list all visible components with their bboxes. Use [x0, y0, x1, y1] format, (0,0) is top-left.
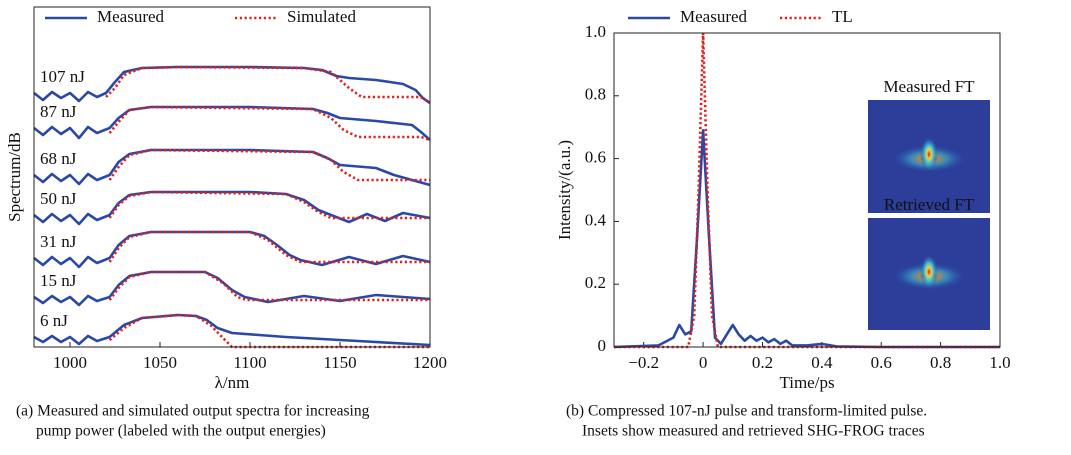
caption-line: Insets show measured and retrieved SHG-F… [582, 423, 925, 440]
x-tick-label: 1.0 [989, 353, 1010, 372]
plot-frame [613, 32, 1001, 348]
series-line [108, 105, 431, 142]
series-line [108, 148, 430, 182]
x-tick-label: 0.4 [811, 353, 833, 372]
trace-label: 6 nJ [40, 311, 68, 330]
inset-core [920, 136, 938, 173]
legend-label: Measured [97, 7, 165, 26]
series-line [33, 65, 431, 105]
y-axis-label: Intensity/(a.u.) [555, 140, 574, 240]
trace-label: 15 nJ [40, 271, 77, 290]
x-tick-label: 1200 [413, 353, 447, 372]
legend-label: Measured [680, 7, 748, 26]
trace-label: 107 nJ [40, 67, 85, 86]
inset-title: Retrieved FT [884, 195, 975, 214]
trace-label: 31 nJ [40, 232, 77, 251]
y-tick-label: 0.4 [585, 210, 607, 229]
series-line [108, 190, 430, 220]
legend-label: Simulated [287, 7, 356, 26]
x-tick-label: 0 [699, 353, 708, 372]
series-line [33, 105, 431, 141]
plot-frame [33, 6, 431, 348]
y-axis-label: Spectrum/dB [5, 132, 24, 222]
x-tick-label: −0.2 [628, 353, 659, 372]
x-tick-label: 0.6 [871, 353, 892, 372]
inset-core [920, 253, 938, 290]
y-tick-label: 0.6 [585, 148, 606, 167]
series-line [108, 230, 430, 264]
x-tick-label: 1000 [53, 353, 87, 372]
series-line [105, 65, 431, 105]
caption-line: (a) Measured and simulated output spectr… [16, 403, 370, 420]
caption-line: (b) Compressed 107-nJ pulse and transfor… [566, 403, 927, 420]
trace-label: 87 nJ [40, 102, 77, 121]
series-line [108, 270, 430, 302]
x-tick-label: 1100 [233, 353, 266, 372]
series-line [613, 129, 1000, 349]
y-tick-label: 0.8 [585, 85, 606, 104]
y-tick-label: 0.2 [585, 273, 606, 292]
series-line [33, 230, 431, 269]
x-tick-label: 0.2 [752, 353, 773, 372]
trace-label: 68 nJ [40, 149, 77, 168]
caption-line: pump power (labeled with the output ener… [36, 423, 326, 440]
series-line [33, 313, 431, 347]
x-axis-label: Time/ps [779, 373, 834, 392]
y-tick-label: 1.0 [585, 22, 606, 41]
series-line [33, 270, 431, 307]
trace-label: 50 nJ [40, 189, 77, 208]
series-line [33, 190, 431, 226]
series-line [33, 148, 431, 187]
legend-label: TL [832, 7, 853, 26]
x-tick-label: 1150 [323, 353, 356, 372]
y-tick-label: 0 [598, 336, 607, 355]
inset-title: Measured FT [883, 77, 975, 96]
x-tick-label: 0.8 [930, 353, 951, 372]
series-line [108, 313, 430, 349]
x-tick-label: 1050 [143, 353, 177, 372]
x-axis-label: λ/nm [215, 373, 250, 392]
